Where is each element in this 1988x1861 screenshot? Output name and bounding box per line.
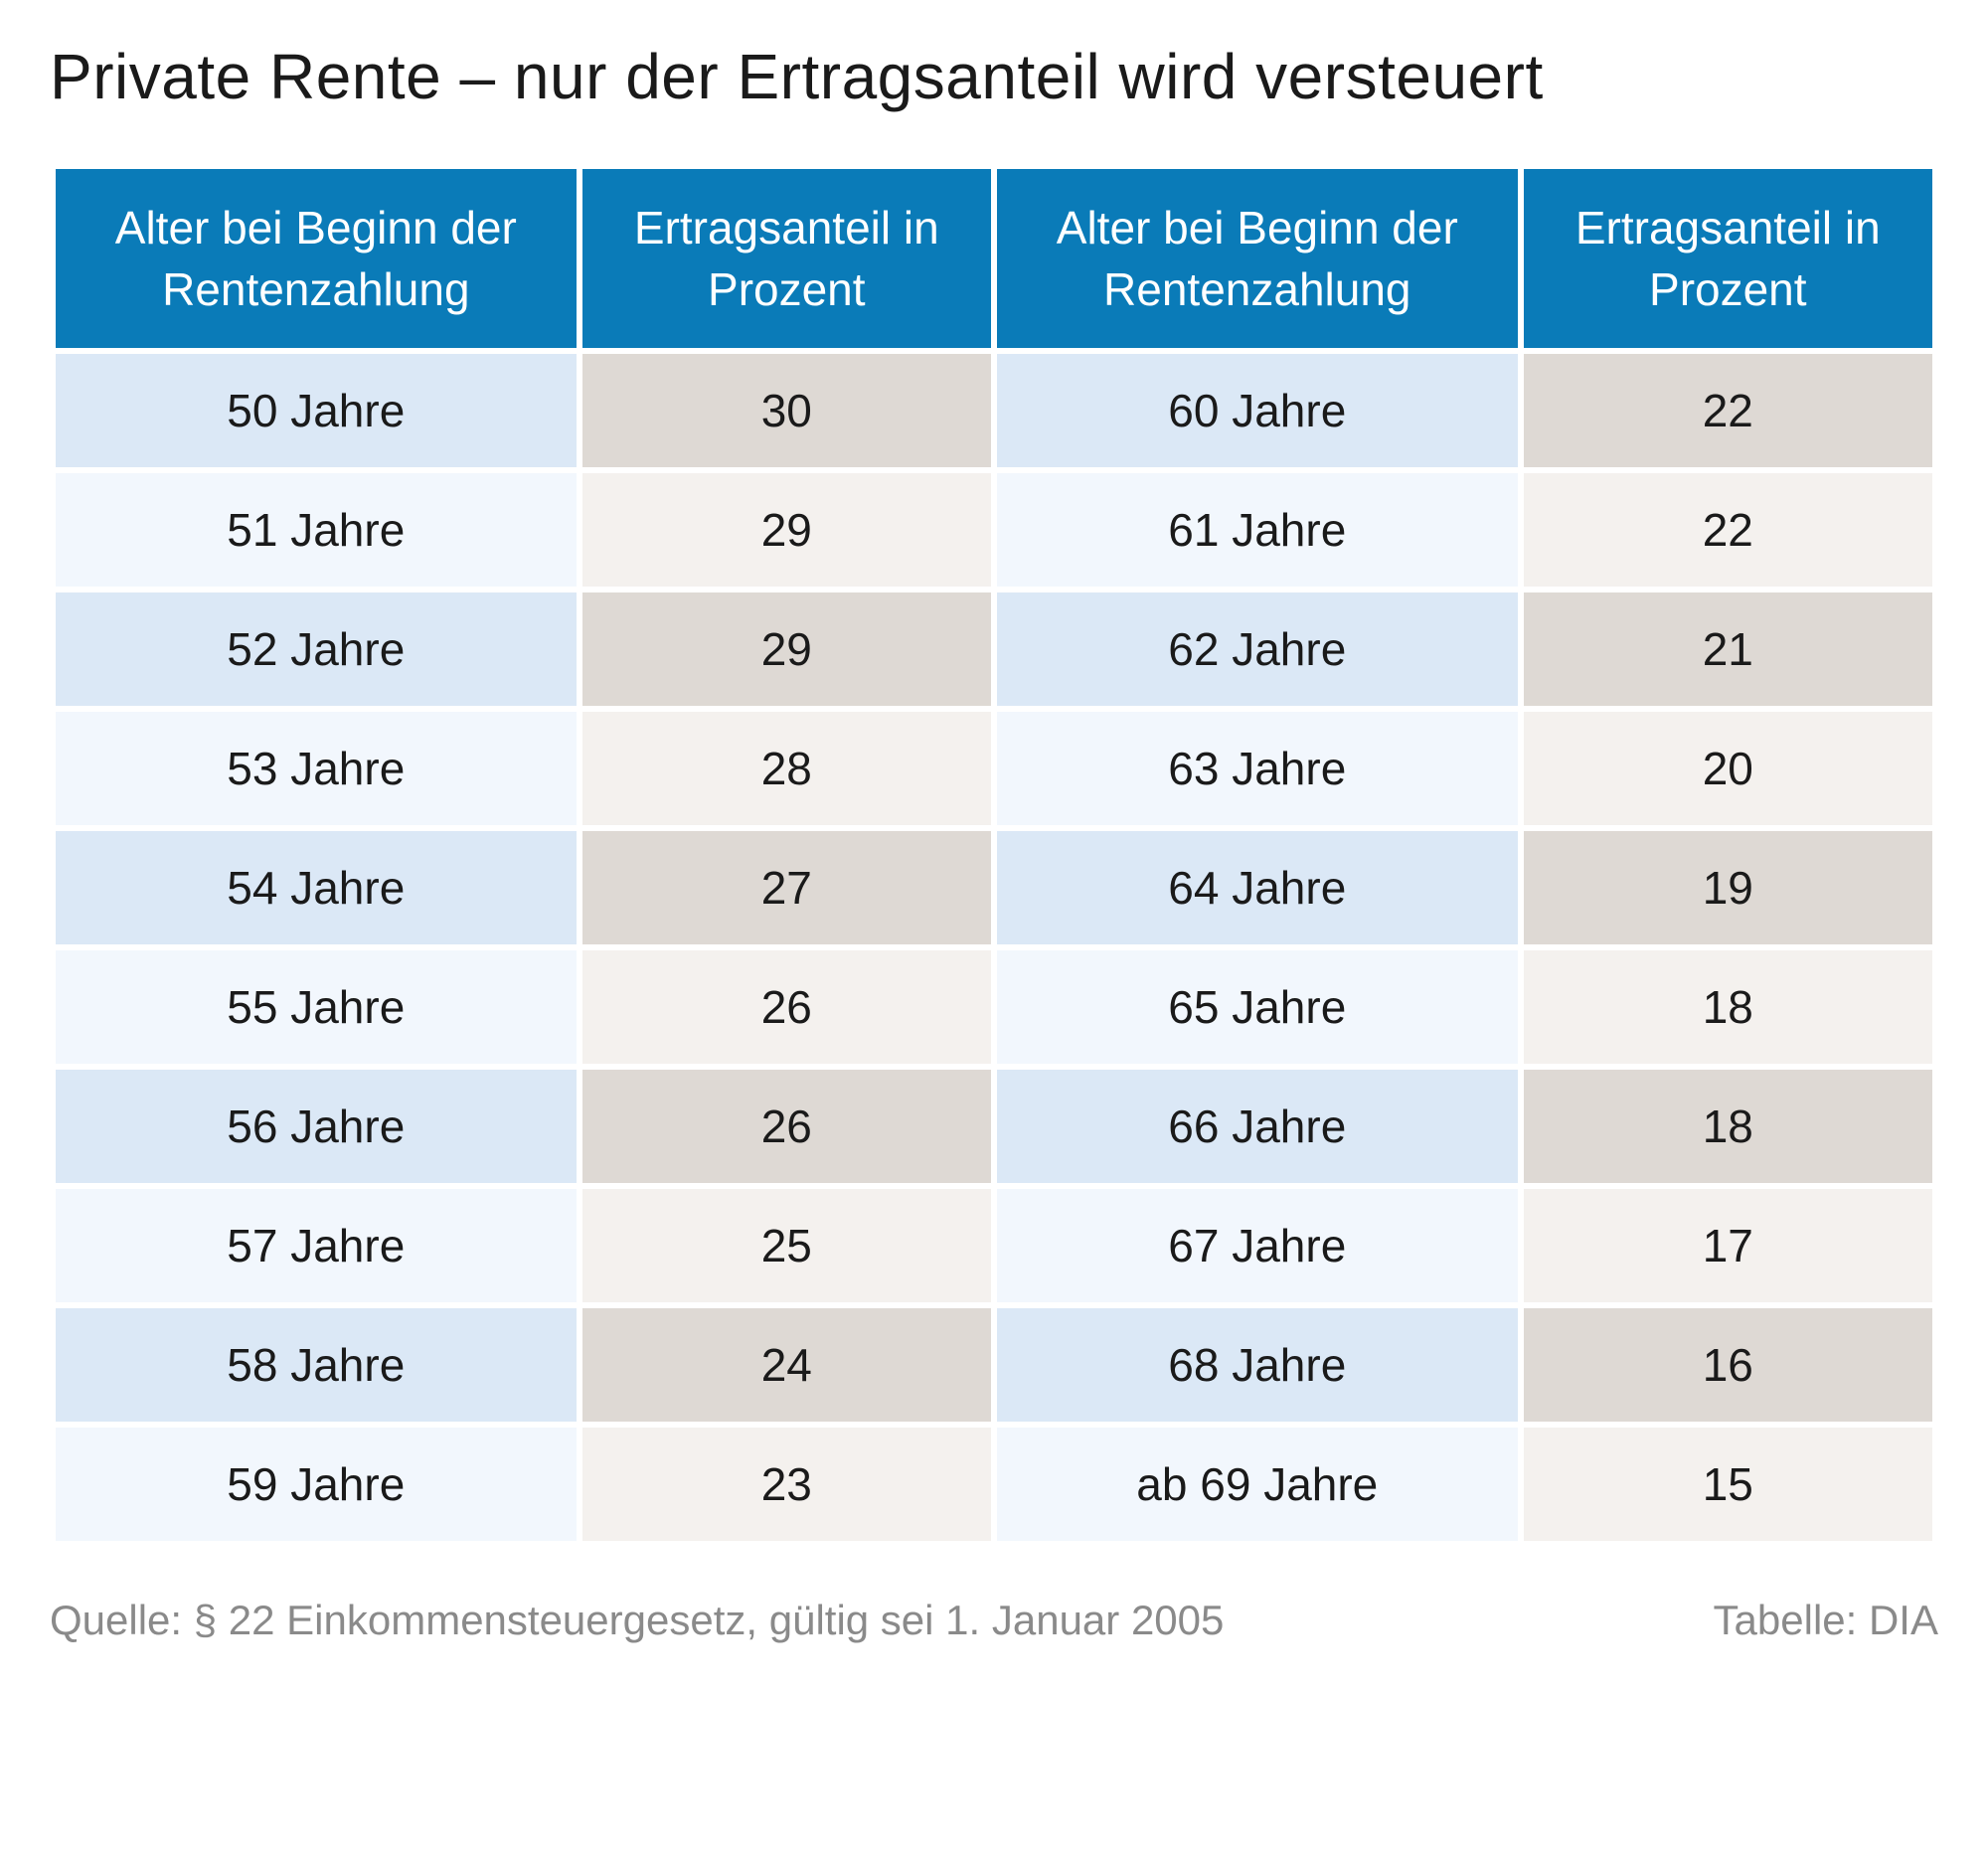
cell-share: 24 [582, 1308, 991, 1422]
cell-age: 67 Jahre [997, 1189, 1518, 1302]
col-header-share-1: Ertragsanteil in Prozent [582, 169, 991, 348]
cell-share: 23 [582, 1428, 991, 1541]
page-title: Private Rente – nur der Ertragsanteil wi… [50, 40, 1938, 113]
cell-share: 25 [582, 1189, 991, 1302]
table-row: 59 Jahre 23 ab 69 Jahre 15 [56, 1428, 1932, 1541]
cell-age: 53 Jahre [56, 712, 577, 825]
table-row: 52 Jahre 29 62 Jahre 21 [56, 592, 1932, 706]
cell-age: 64 Jahre [997, 831, 1518, 944]
cell-share: 16 [1524, 1308, 1932, 1422]
footer-credit: Tabelle: DIA [1714, 1597, 1938, 1644]
cell-age: 56 Jahre [56, 1070, 577, 1183]
table-row: 54 Jahre 27 64 Jahre 19 [56, 831, 1932, 944]
table-row: 57 Jahre 25 67 Jahre 17 [56, 1189, 1932, 1302]
cell-share: 30 [582, 354, 991, 467]
cell-share: 20 [1524, 712, 1932, 825]
cell-share: 26 [582, 1070, 991, 1183]
cell-age: 52 Jahre [56, 592, 577, 706]
cell-age: 68 Jahre [997, 1308, 1518, 1422]
cell-share: 29 [582, 473, 991, 587]
cell-share: 28 [582, 712, 991, 825]
cell-age: ab 69 Jahre [997, 1428, 1518, 1541]
cell-age: 51 Jahre [56, 473, 577, 587]
cell-age: 58 Jahre [56, 1308, 577, 1422]
cell-age: 62 Jahre [997, 592, 1518, 706]
footer: Quelle: § 22 Einkommensteuergesetz, gült… [50, 1597, 1938, 1644]
cell-share: 27 [582, 831, 991, 944]
cell-age: 55 Jahre [56, 950, 577, 1064]
col-header-share-2: Ertragsanteil in Prozent [1524, 169, 1932, 348]
cell-age: 50 Jahre [56, 354, 577, 467]
table-row: 56 Jahre 26 66 Jahre 18 [56, 1070, 1932, 1183]
cell-age: 57 Jahre [56, 1189, 577, 1302]
cell-age: 66 Jahre [997, 1070, 1518, 1183]
cell-share: 22 [1524, 473, 1932, 587]
pension-table: Alter bei Beginn der Rentenzahlung Ertra… [50, 163, 1938, 1547]
cell-share: 21 [1524, 592, 1932, 706]
cell-share: 29 [582, 592, 991, 706]
cell-age: 54 Jahre [56, 831, 577, 944]
cell-share: 18 [1524, 950, 1932, 1064]
cell-share: 26 [582, 950, 991, 1064]
table-row: 51 Jahre 29 61 Jahre 22 [56, 473, 1932, 587]
cell-share: 18 [1524, 1070, 1932, 1183]
col-header-age-2: Alter bei Beginn der Rentenzahlung [997, 169, 1518, 348]
cell-share: 22 [1524, 354, 1932, 467]
table-header-row: Alter bei Beginn der Rentenzahlung Ertra… [56, 169, 1932, 348]
cell-age: 61 Jahre [997, 473, 1518, 587]
table-row: 55 Jahre 26 65 Jahre 18 [56, 950, 1932, 1064]
table-row: 50 Jahre 30 60 Jahre 22 [56, 354, 1932, 467]
cell-age: 60 Jahre [997, 354, 1518, 467]
cell-age: 59 Jahre [56, 1428, 577, 1541]
cell-age: 65 Jahre [997, 950, 1518, 1064]
table-row: 58 Jahre 24 68 Jahre 16 [56, 1308, 1932, 1422]
cell-share: 15 [1524, 1428, 1932, 1541]
table-row: 53 Jahre 28 63 Jahre 20 [56, 712, 1932, 825]
cell-age: 63 Jahre [997, 712, 1518, 825]
cell-share: 17 [1524, 1189, 1932, 1302]
cell-share: 19 [1524, 831, 1932, 944]
footer-source: Quelle: § 22 Einkommensteuergesetz, gült… [50, 1597, 1224, 1644]
col-header-age-1: Alter bei Beginn der Rentenzahlung [56, 169, 577, 348]
